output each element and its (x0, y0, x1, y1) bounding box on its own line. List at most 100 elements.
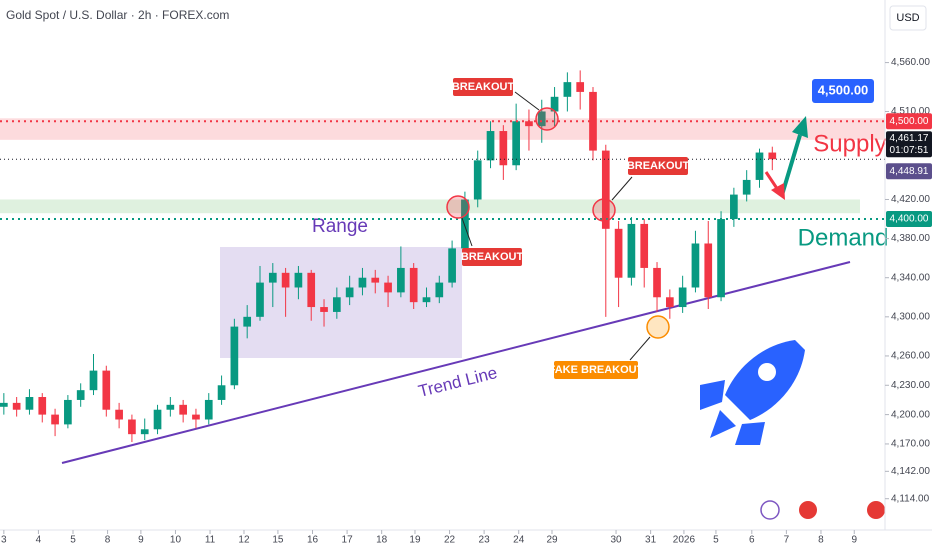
candle-body (217, 385, 226, 400)
candle-body (345, 287, 354, 298)
candle-body (448, 248, 456, 283)
y-tick-label: 4,380.00 (891, 233, 930, 244)
candle-body (371, 277, 380, 283)
price-tag (886, 113, 932, 130)
range-label: Range (312, 216, 368, 237)
x-tick-label: 5 (70, 535, 76, 546)
candle-body (384, 282, 392, 293)
candle-body (601, 150, 610, 229)
price-tag (886, 211, 932, 228)
x-tick-label: 8 (105, 535, 111, 546)
price-tag-label: 4,400.00 (890, 214, 929, 225)
x-tick-label: 29 (546, 535, 558, 546)
x-tick-label: 19 (409, 535, 421, 546)
rocket-window (758, 363, 776, 381)
candle-body (204, 399, 213, 420)
x-tick-label: 17 (342, 535, 354, 546)
axes: 4,114.00 4,142.00 4,170.00 4,200.00 4,230.00… (1, 57, 932, 546)
breakout-label: BREAKOUT (627, 160, 690, 172)
candle-body (653, 267, 661, 298)
candle-body (64, 399, 72, 425)
candle-body (486, 131, 495, 161)
candle-body (140, 429, 149, 435)
x-tick-label: 22 (444, 535, 456, 546)
rocket-icon (700, 340, 805, 445)
candle-body (704, 243, 713, 298)
zone (0, 118, 885, 140)
y-tick-label: 4,300.00 (891, 311, 930, 322)
candle-body (230, 326, 239, 386)
plot (0, 70, 885, 442)
candle-body (691, 243, 700, 288)
x-tick-label: 15 (272, 535, 284, 546)
x-tick-label: 23 (479, 535, 491, 546)
candle-body (243, 316, 252, 327)
pointer (629, 336, 651, 361)
chart-title: Gold Spot / U.S. Dollar · 2h · FOREX.com (6, 8, 229, 22)
candle-body (166, 404, 175, 410)
fake-breakout-circle (646, 315, 670, 339)
breakout-label: BREAKOUT (461, 251, 524, 263)
rocket-flame (710, 410, 736, 438)
candle-body (537, 111, 546, 127)
y-tick-label: 4,340.00 (891, 272, 930, 283)
candle-body (589, 91, 597, 151)
candle-body (640, 223, 649, 268)
up-arrow (780, 134, 802, 196)
breakout-circle (592, 198, 616, 222)
candle-body (627, 223, 636, 278)
candle-body (576, 82, 585, 92)
y-tick-label: 4,170.00 (891, 439, 930, 450)
y-tick-label: 4,230.00 (891, 380, 930, 391)
candle-body (678, 287, 687, 308)
x-tick-label: 16 (307, 535, 319, 546)
rocket-fin (700, 380, 725, 410)
x-tick-label: 31 (645, 535, 657, 546)
label-box (453, 78, 513, 96)
target-label: 4,500.00 (818, 82, 869, 97)
candle-body (294, 272, 303, 288)
candle-body (153, 409, 162, 430)
y-tick-label: 4,114.00 (891, 493, 930, 504)
currency: USD (896, 12, 919, 24)
candle-body (51, 414, 59, 425)
candle-body (525, 121, 533, 127)
x-tick-label: 2026 (673, 535, 696, 546)
marker-price-label: 4,448.91 (890, 166, 929, 177)
x-tick-label: 10 (170, 535, 182, 546)
breakout-label: BREAKOUT (452, 81, 515, 93)
y-tick-label: 4,560.00 (891, 57, 930, 68)
event-icon (799, 501, 817, 519)
candle-body (38, 397, 47, 415)
last-price-tag (886, 131, 932, 158)
x-tick-label: 30 (610, 535, 622, 546)
x-tick-label: 3 (1, 535, 7, 546)
price-tag-label: 4,500.00 (890, 116, 929, 127)
breakout-circle (446, 195, 470, 219)
pointer (514, 91, 540, 111)
x-tick-label: 4 (36, 535, 42, 546)
candle-body (755, 152, 764, 180)
candle-body (614, 228, 623, 278)
currency-box[interactable] (889, 5, 927, 31)
countdown-label: 01:07:51 (890, 145, 929, 156)
candle-body (768, 152, 777, 160)
x-tick-label: 9 (851, 535, 857, 546)
candle-body (128, 419, 136, 435)
candle-body (256, 282, 264, 317)
candle-body (25, 397, 34, 410)
x-tick-label: 6 (749, 535, 755, 546)
candle-body (499, 131, 508, 166)
candle-body (76, 390, 85, 400)
candle-body (307, 272, 316, 308)
x-tick-label: 9 (138, 535, 144, 546)
candle-body (397, 267, 405, 293)
pointer (611, 176, 633, 201)
x-tick-label: 24 (513, 535, 525, 546)
label-box (628, 157, 688, 175)
down-arrow-head (771, 183, 785, 200)
label-box (462, 248, 522, 266)
y-tick-label: 4,142.00 (891, 466, 930, 477)
label-box (554, 361, 638, 379)
